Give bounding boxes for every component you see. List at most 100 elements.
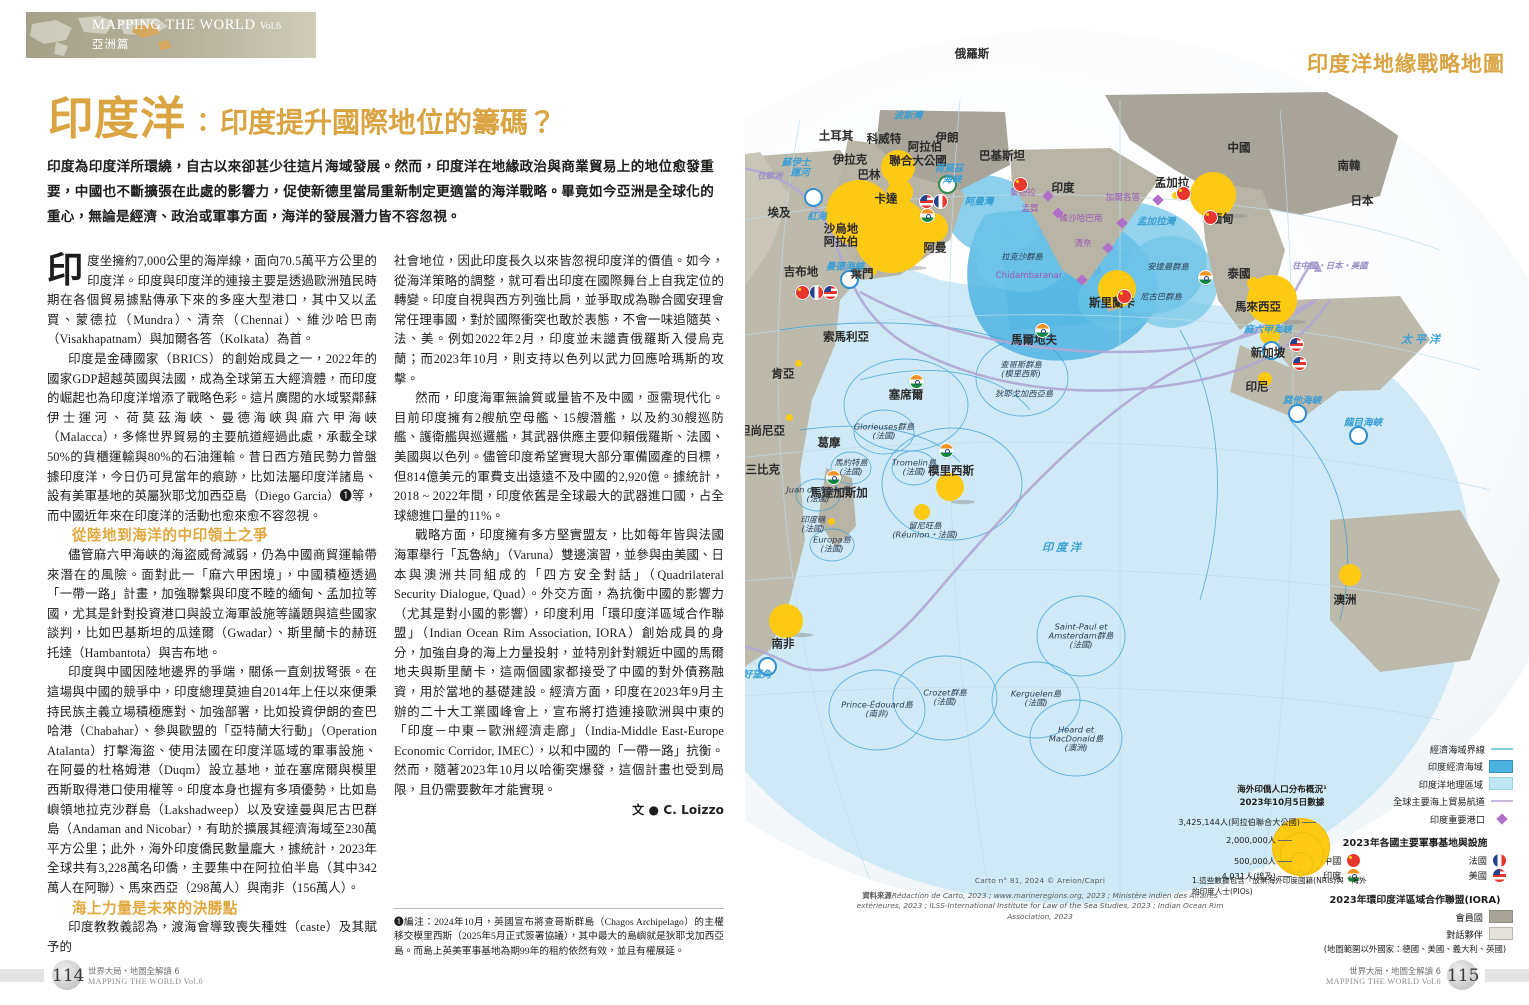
map-label-sea: 曼德海峽: [825, 261, 865, 273]
map-label-island: Prince-Édouard島: [841, 699, 913, 710]
credits-source-label: 資料來源: [862, 890, 892, 900]
folio-right-text: 世界大局・地圖全解讀 6 MAPPING THE WORLD Vol.6: [1326, 965, 1441, 986]
bubble-indonesia: [1258, 372, 1272, 386]
map-label-island: (Réunion・法國): [892, 529, 958, 540]
credits-line-2: 資料來源Rédaction de Carto, 2023 ; www.marin…: [855, 891, 1225, 923]
map-label-country: 新加坡: [1250, 345, 1286, 360]
map-label-island: (法國): [1069, 639, 1093, 650]
map-label-island: (法國): [801, 523, 825, 534]
legend-swatch-pale: [1489, 777, 1513, 791]
legend-military-label: 美國: [1468, 871, 1487, 883]
chokepoint-malacca: [1262, 341, 1281, 360]
map-label-island: Amsterdam群島: [1048, 630, 1114, 641]
map-label-island: 狄耶戈加西亞島: [994, 388, 1054, 399]
map-label-country: 南非: [771, 636, 795, 651]
diaspora-label-2: 2,000,000人: [1226, 835, 1292, 845]
legend-military-cell: 印度: [1323, 867, 1362, 883]
legend-row: 印度洋地理區域: [1317, 777, 1513, 791]
legend-row: 全球主要海上貿易航道: [1317, 794, 1513, 808]
map-label-island: (法國): [902, 466, 926, 477]
flag-china-pakistan-icon: [1013, 177, 1028, 192]
map-label-island: (法國): [839, 466, 863, 477]
bubble-reunion: [914, 504, 930, 520]
paragraph-2-2: 然而，印度海軍無論質或量皆不及中國，亟需現代化。目前印度擁有2艘航空母艦、15艘…: [394, 391, 724, 523]
bubble-saudi: [826, 180, 892, 246]
map-label-island: (法國): [872, 430, 896, 441]
legend-swatch-line: [1491, 748, 1513, 750]
paragraph-1-1: 印度坐擁約7,000公里的海岸線，面向70.5萬平方公里的印度洋。印度與印度洋的…: [47, 252, 377, 350]
legend-flag-cn-icon: [1346, 852, 1362, 868]
legend-row-label: 經濟海域界線: [1429, 745, 1485, 756]
port-diamond-icon: [1496, 812, 1508, 825]
map-label-sea: 孟加拉灣: [1136, 216, 1176, 228]
map-label-country: 印尼: [1245, 379, 1269, 394]
map-label-sea: 紅海: [807, 211, 827, 223]
map-label-country: 南韓: [1337, 158, 1361, 173]
map-label-sea: 好望角: [742, 669, 772, 681]
legend-swatch-grey2: [1489, 927, 1513, 941]
body-column-1: 印度坐擁約7,000公里的海岸線，面向70.5萬平方公里的印度洋。印度與印度洋的…: [47, 252, 377, 954]
folio-right-bar: [1485, 969, 1529, 982]
bubble-singapore: [1260, 325, 1280, 345]
flag-india-madagascar-icon: [826, 470, 841, 485]
map-label-country: 馬達加斯加: [810, 485, 868, 500]
flag-china-bangladesh-icon: [1176, 186, 1191, 201]
map-label-island: (南非): [865, 708, 889, 719]
map-label-island: Tromelin島: [891, 457, 937, 468]
map-label-country: 伊朗: [935, 130, 959, 145]
map-label-country: 孟加拉: [1154, 175, 1190, 190]
folio-left-line-1: 世界大局・地圖全解讀 6: [88, 966, 180, 976]
flag-china-djibouti-icon: [795, 285, 810, 300]
map-label-sea: 阿曼灣: [964, 196, 994, 208]
map-label-country: 中國: [1227, 140, 1251, 155]
map-label-country: 阿拉伯: [907, 139, 943, 154]
map-label-country: 巴林: [857, 167, 881, 182]
map-label-port: 孟買: [1021, 204, 1039, 215]
map-label-country: 葛摩: [817, 435, 841, 450]
legend-military-row: 印度 美國: [1317, 867, 1513, 883]
running-head-title: MAPPING THE WORLD: [92, 17, 256, 33]
bubble-southafrica: [769, 604, 803, 638]
map-label-island: 馬約特島: [834, 457, 868, 468]
bubble-madagascar: [828, 518, 835, 525]
chokepoint-sunda: [1288, 404, 1307, 423]
map-label-country: 日本: [1350, 193, 1374, 208]
bubble-bangladesh: [1172, 192, 1179, 199]
flag-india-oman-icon: [920, 208, 935, 223]
legend-row: 印度重要港口: [1317, 812, 1513, 826]
chokepoint-cape-of-good-hope: [758, 657, 777, 676]
page-number-left: 114: [52, 966, 85, 986]
legend-iora-title: 2023年環印度洋區域合作聯盟(IORA): [1329, 894, 1501, 906]
map-label-port: 蒙德拉: [1010, 188, 1036, 199]
map-label-country: 印度: [1051, 180, 1075, 195]
map-label-port: 清奈: [1074, 239, 1092, 250]
bubble-yemen: [870, 268, 877, 275]
legend-swatch-grey1: [1489, 910, 1513, 924]
legend-flag-in-icon: [1346, 867, 1362, 883]
map-label-country: 卡達: [874, 191, 898, 206]
map-label-sea: 荷莫茲: [934, 163, 964, 175]
map-label-island: Glorieuses群島: [853, 421, 915, 432]
legend-row-label: 全球主要海上貿易航道: [1393, 797, 1485, 809]
paragraph-1-3: 儘管麻六甲海峽的海盜威脅減弱，仍為中國商貿運輸帶來潛在的風險。面對此一「麻六甲困…: [47, 547, 377, 660]
map-label-sea: 太平洋: [1401, 332, 1443, 346]
chokepoint-lombok: [1349, 426, 1368, 445]
drop-cap: 印: [47, 249, 84, 291]
flag-china-srilanka-icon: [1117, 289, 1132, 304]
diaspora-label-3: 500,000人: [1233, 856, 1293, 866]
legend-military-label: 法國: [1468, 856, 1487, 868]
map-label-sea: 波斯灣: [893, 110, 923, 122]
legend-row-label: 印度洋地理區域: [1418, 779, 1483, 791]
paragraph-1-1-text: 度坐擁約7,000公里的海岸線，面向70.5萬平方公里的印度洋。印度與印度洋的連…: [47, 254, 377, 347]
headline-sub: 印度提升國際地位的籌碼？: [220, 106, 557, 139]
footnote: ❶編注：2024年10月，英國宣布將查哥斯群島（Chagos Archipela…: [394, 908, 724, 959]
running-head-title-line: MAPPING THE WORLD Vol.6: [92, 17, 281, 34]
diaspora-note: 1.這些數據包含「放棄海外印度國籍(NRIs)與「海外的印度人士(PIOs): [1192, 876, 1367, 896]
map-label-country: 埃及: [767, 205, 791, 220]
map-label-sea: 龍目海峽: [1343, 417, 1383, 429]
legend-iora-row: 會員國: [1317, 910, 1513, 924]
map-label-country: 馬爾地夫: [1011, 332, 1057, 347]
flag-usa-djibouti-icon: [823, 285, 838, 300]
map-label-island: 拉克沙群島: [1001, 251, 1043, 262]
map-label-island: 尼古巴群島: [1140, 291, 1182, 302]
